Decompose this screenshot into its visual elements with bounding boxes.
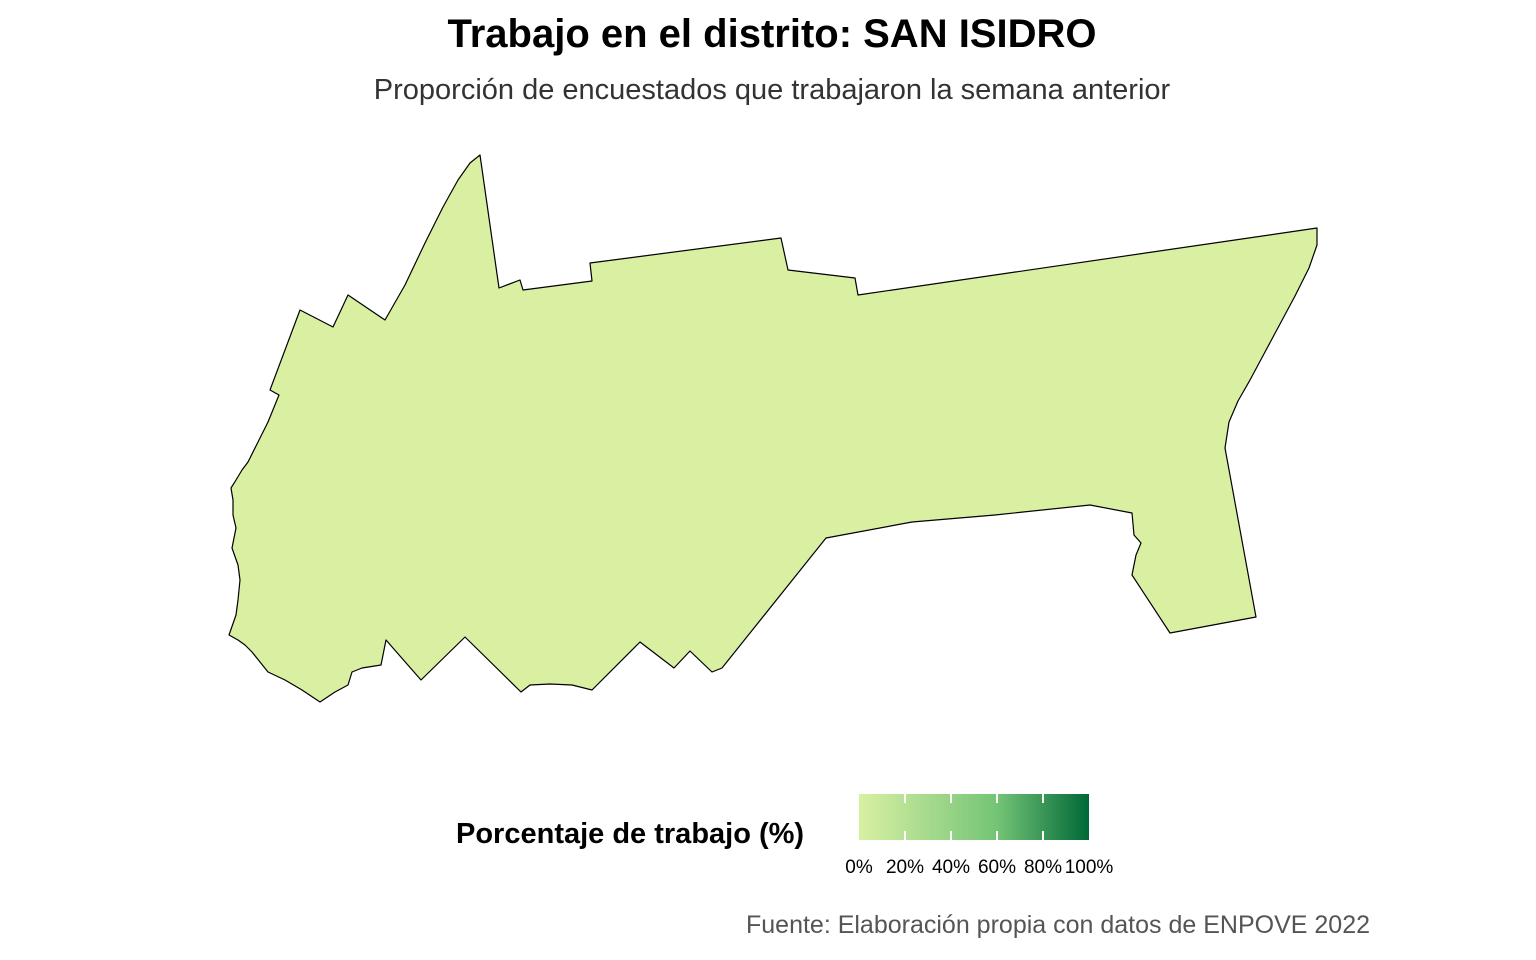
chart-subtitle: Proporción de encuestados que trabajaron… xyxy=(373,74,1171,106)
legend-tick-label: 0% xyxy=(845,857,873,878)
legend-tick-mark xyxy=(950,794,952,840)
legend-tick-mark xyxy=(904,794,906,840)
legend-title: Porcentaje de trabajo (%) xyxy=(456,818,805,850)
legend-tick-mark xyxy=(996,794,998,840)
chart-title: Trabajo en el distrito: SAN ISIDRO xyxy=(447,12,1097,56)
legend-tick-mark xyxy=(1042,794,1044,840)
legend-color-bar xyxy=(859,794,1089,840)
legend-tick-label: 80% xyxy=(1023,857,1063,878)
legend-tick-label: 100% xyxy=(1064,857,1114,878)
district-san-isidro-shape xyxy=(228,154,1318,703)
legend-tick-label: 40% xyxy=(931,857,971,878)
source-caption: Fuente: Elaboración propia con datos de … xyxy=(745,911,1370,939)
legend-tick-label: 60% xyxy=(977,857,1017,878)
legend-tick-label: 20% xyxy=(885,857,925,878)
